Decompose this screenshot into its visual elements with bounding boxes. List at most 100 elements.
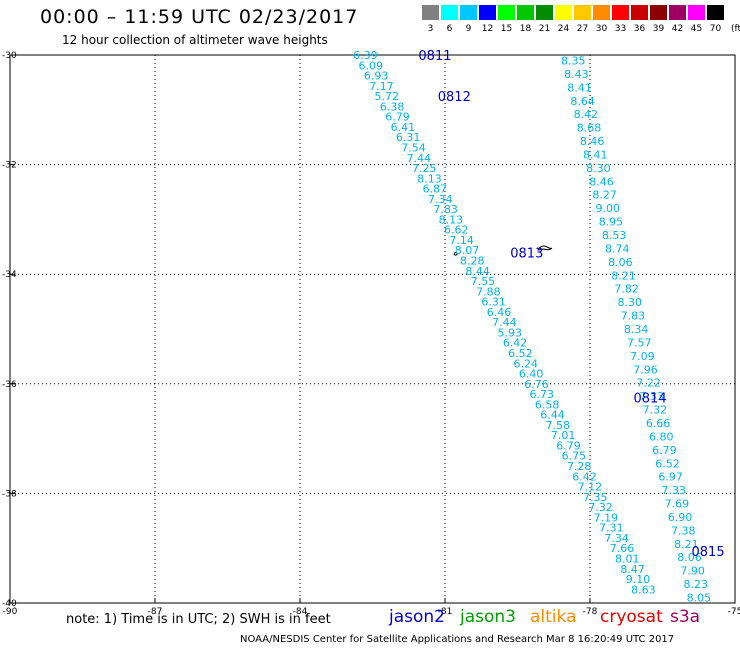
lon-tick-label: -75 [728,607,740,617]
swh-value: 6.42 [572,470,597,483]
scale-label: 36 [633,24,646,34]
scale-label: 33 [614,24,627,34]
lat-tick-label: -36 [2,380,17,390]
pass-time-label: 0813 [510,246,543,261]
lon-tick-label: -87 [148,607,163,617]
swh-value: 8.30 [618,296,643,309]
swh-value: 7.35 [583,491,608,504]
swh-value: 8.63 [631,583,656,596]
scale-swatch [631,5,648,20]
swh-value: 7.44 [492,316,517,329]
scale-label: 45 [690,24,703,34]
swh-value: 6.46 [487,306,512,319]
pass-time-label: 0812 [438,90,471,105]
swh-value: 8.53 [602,229,627,242]
scale-swatch [422,5,439,20]
scale-label: 18 [519,24,532,34]
swh-value: 8.41 [567,81,592,94]
swh-value: 8.06 [677,551,702,564]
scale-swatch [650,5,667,20]
swh-value: 8.05 [687,592,712,605]
swh-value: 8.41 [583,148,608,161]
swh-value: 8.35 [561,54,586,67]
swh-value: 5.93 [497,326,522,339]
swh-value: 7.32 [588,501,613,514]
swh-value: 5.72 [375,90,400,103]
swh-value: 7.12 [578,481,603,494]
satellite-legend-cryosat: cryosat [600,607,663,627]
swh-value: 6.76 [524,378,549,391]
swh-value: 7.55 [471,275,496,288]
lon-tick-label: -78 [583,607,598,617]
swh-value: 8.27 [592,189,617,202]
swh-value: 8.34 [624,323,649,336]
scale-swatch [612,5,629,20]
scale-swatch [555,5,572,20]
swh-value: 6.39 [353,49,378,62]
swh-value: 7.44 [407,152,432,165]
scale-swatch [574,5,591,20]
scale-label: 70 [709,24,722,34]
swh-value: 7.58 [546,419,571,432]
swh-value: 6.52 [508,347,533,360]
swh-value: 6.58 [535,398,560,411]
swh-value: 7.38 [671,524,696,537]
swh-value: 7.33 [640,390,665,403]
swh-value: 6.87 [423,183,448,196]
scale-label: 15 [500,24,513,34]
swh-value: 6.24 [514,357,539,370]
pass-time-label: 0814 [634,392,667,407]
scale-swatch [498,5,515,20]
scale-swatch [669,5,686,20]
swh-value: 8.74 [605,242,630,255]
swh-value: 6.75 [562,450,587,463]
swh-value: 7.57 [627,336,652,349]
pass-time-label: 0815 [692,545,725,560]
swh-value: 6.79 [556,439,581,452]
lat-tick-label: -30 [2,51,17,61]
swh-value: 7.54 [401,141,426,154]
scale-swatch [688,5,705,20]
lon-tick-label: -90 [3,607,18,617]
pass-time-label: 0811 [418,49,451,64]
island-outline [453,252,458,256]
satellite-legend-altika: altika [530,607,577,627]
swh-value: 7.19 [594,511,619,524]
swh-value: 9.10 [626,573,651,586]
swh-value: 8.42 [574,108,599,121]
lon-tick-label: -84 [293,607,308,617]
swh-value: 8.30 [586,162,611,175]
swh-value: 8.46 [580,135,605,148]
swh-value: 7.88 [476,285,501,298]
scale-swatch [479,5,496,20]
scale-label: 27 [576,24,589,34]
swh-value: 7.34 [428,193,453,206]
swh-value: 8.28 [460,255,485,268]
swh-value: 6.80 [649,430,674,443]
swh-value: 7.96 [633,363,658,376]
swh-value: 7.66 [610,542,635,555]
satellite-legend-s3a: s3a [670,607,701,627]
swh-value: 8.06 [608,256,633,269]
swh-value: 6.31 [481,296,506,309]
scale-swatch [460,5,477,20]
chart-subtitle: 12 hour collection of altimeter wave hei… [62,33,328,47]
swh-value: 8.64 [570,95,595,108]
footnote: note: 1) Time is in UTC; 2) SWH is in fe… [66,612,331,627]
map-frame [9,54,736,604]
satellite-legend-jason2: jason2 [389,607,445,627]
scale-swatch [441,5,458,20]
scale-label: 24 [557,24,570,34]
swh-value: 7.17 [369,80,394,93]
swh-value: 6.42 [503,337,527,350]
swh-value: 7.09 [630,350,655,363]
scale-swatch [517,5,534,20]
lat-tick-label: -40 [2,599,17,609]
scale-label: 3 [427,24,434,34]
lon-tick-label: -81 [438,607,453,617]
swh-value: 6.62 [444,224,469,237]
satellite-legend-jason3: jason3 [460,607,516,627]
lat-tick-label: -34 [2,270,17,280]
swh-value: 6.40 [519,368,544,381]
scale-label: 30 [595,24,608,34]
